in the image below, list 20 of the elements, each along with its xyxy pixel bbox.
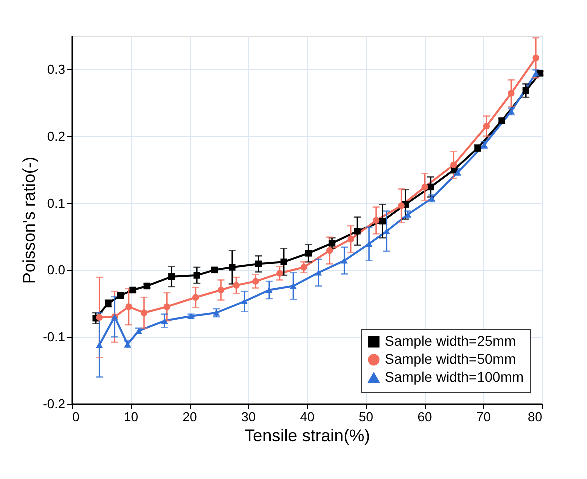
legend-label: Sample width=25mm	[385, 333, 516, 349]
x-tick-label: 70	[476, 410, 491, 424]
x-tick-label: 80	[528, 410, 542, 424]
y-tick-label: 0.3	[47, 62, 66, 77]
y-tick-label: -0.1	[43, 330, 66, 345]
y-axis-title: Poisson's ratio(-)	[20, 156, 40, 284]
x-tick-label: 30	[242, 410, 256, 424]
y-tick-label: 0.2	[47, 128, 66, 144]
x-tick-label: 20	[182, 410, 198, 424]
legend-label: Sample width=50mm	[385, 351, 516, 367]
y-tick-label: 0.0	[47, 262, 66, 278]
x-tick-label: 0	[72, 410, 80, 424]
x-axis-title: Tensile strain(%)	[244, 426, 370, 446]
x-tick-label: 10	[124, 410, 138, 424]
x-tick-label: 40	[300, 410, 315, 424]
x-tick-label: 50	[359, 410, 374, 424]
y-tick-label: 0.1	[47, 196, 66, 211]
x-tick-label: 60	[418, 410, 432, 424]
legend-label: Sample width=100mm	[385, 369, 524, 385]
y-tick-label: -0.2	[43, 396, 66, 412]
